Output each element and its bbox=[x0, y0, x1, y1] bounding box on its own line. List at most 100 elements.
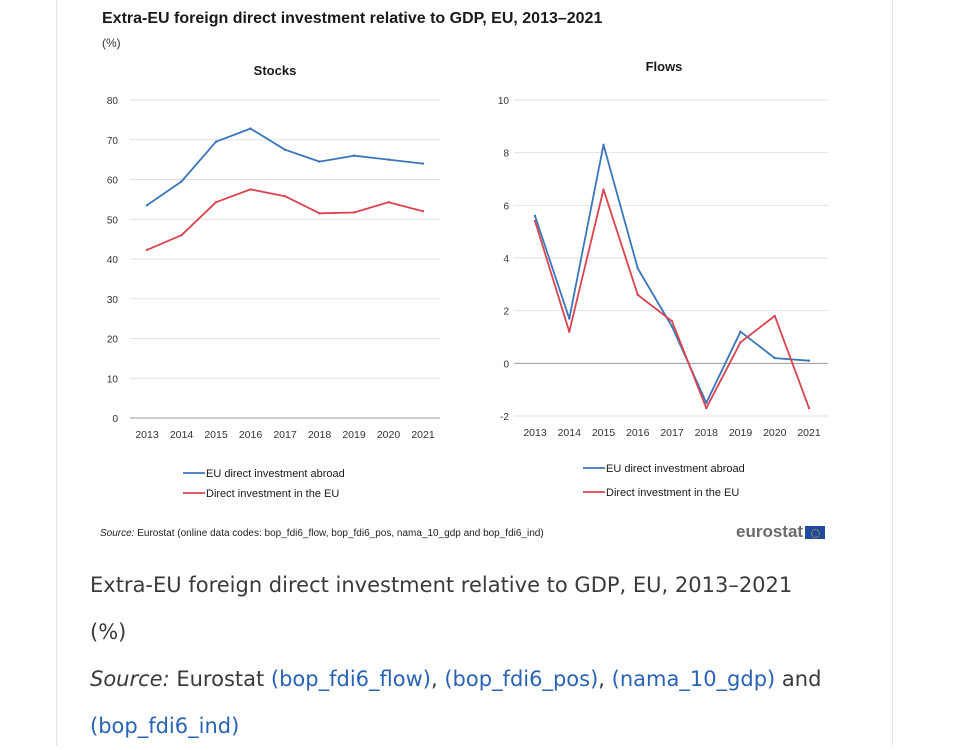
flows-x-tick-label: 2016 bbox=[626, 427, 650, 439]
link-nama-10-gdp[interactable]: (nama_10_gdp) bbox=[611, 667, 776, 691]
figure-source: Source: Eurostat (online data codes: bop… bbox=[100, 528, 544, 539]
stocks-y-tick-label: 70 bbox=[107, 136, 119, 147]
stocks-legend-label-1: EU direct investment abroad bbox=[206, 468, 345, 480]
stocks-data-point bbox=[421, 210, 425, 213]
flows-y-tick-label: 0 bbox=[503, 359, 509, 370]
stocks-y-tick-label: 60 bbox=[107, 176, 119, 187]
flows-x-tick-label: 2015 bbox=[592, 427, 616, 439]
stocks-x-tick-label: 2019 bbox=[342, 429, 366, 441]
page-border-left bbox=[56, 0, 57, 746]
stocks-data-point bbox=[421, 162, 425, 165]
stocks-data-point bbox=[180, 233, 183, 237]
stocks-data-point bbox=[352, 154, 356, 157]
stocks-y-tick-label: 30 bbox=[107, 295, 119, 306]
link-bop-fdi6-pos[interactable]: (bop_fdi6_pos) bbox=[444, 667, 599, 691]
flows-x-tick-label: 2013 bbox=[523, 427, 547, 439]
eurostat-logo-text: eurostat bbox=[736, 522, 804, 541]
flows-data-point bbox=[670, 325, 674, 328]
flows-y-tick-label: 2 bbox=[503, 307, 509, 318]
caption-and: and bbox=[775, 667, 822, 691]
stocks-x-tick-label: 2015 bbox=[204, 429, 228, 441]
flows-legend-label-1: EU direct investment abroad bbox=[606, 463, 745, 475]
stocks-y-tick-label: 10 bbox=[107, 374, 119, 385]
flows-x-tick-label: 2021 bbox=[797, 427, 821, 439]
flows-data-point bbox=[773, 356, 776, 360]
stocks-data-point bbox=[318, 212, 321, 215]
chart-figure: Extra-EU foreign direct investment relat… bbox=[90, 0, 850, 552]
flows-data-point bbox=[533, 214, 537, 218]
flows-data-point bbox=[705, 401, 708, 405]
stocks-x-tick-label: 2013 bbox=[135, 429, 159, 441]
stocks-data-point bbox=[283, 194, 287, 198]
stocks-x-tick-label: 2021 bbox=[411, 429, 435, 441]
flows-data-point bbox=[739, 341, 742, 344]
flows-x-tick-label: 2019 bbox=[729, 427, 753, 439]
flows-panel-title: Flows bbox=[646, 59, 683, 74]
stocks-data-point bbox=[387, 158, 390, 161]
stocks-legend-label-2: Direct investment in the EU bbox=[206, 488, 339, 500]
flows-x-tick-label: 2017 bbox=[660, 427, 684, 439]
flows-legend-label-2: Direct investment in the EU bbox=[606, 487, 739, 499]
flows-series-line-1 bbox=[534, 143, 810, 404]
stocks-x-tick-label: 2017 bbox=[273, 429, 297, 441]
stocks-y-tick-label: 40 bbox=[107, 255, 119, 266]
figure-unit: (%) bbox=[102, 36, 121, 50]
stocks-data-point bbox=[249, 127, 252, 130]
flows-y-tick-label: 6 bbox=[503, 201, 509, 212]
stocks-data-point bbox=[180, 180, 183, 183]
flows-y-tick-label: 10 bbox=[498, 96, 510, 107]
caption-title: Extra-EU foreign direct investment relat… bbox=[90, 573, 793, 597]
caption-source-pre: Eurostat bbox=[169, 667, 271, 691]
stocks-y-tick-label: 50 bbox=[107, 215, 119, 226]
link-bop-fdi6-flow[interactable]: (bop_fdi6_flow) bbox=[270, 667, 431, 691]
link-bop-fdi6-ind[interactable]: (bop_fdi6_ind) bbox=[90, 714, 240, 738]
stocks-data-point bbox=[249, 188, 252, 191]
caption-source: Source: Eurostat (bop_fdi6_flow), (bop_f… bbox=[90, 656, 850, 703]
caption-sep: , bbox=[598, 667, 612, 691]
figure-source-label: Source: bbox=[100, 528, 135, 539]
flows-x-tick-label: 2018 bbox=[695, 427, 719, 439]
flows-data-point bbox=[670, 320, 674, 323]
flows-data-point bbox=[636, 267, 639, 270]
eurostat-logo: eurostat bbox=[736, 522, 826, 542]
caption-unit: (%) bbox=[90, 620, 127, 644]
stocks-x-tick-label: 2020 bbox=[377, 429, 401, 441]
flows-data-point bbox=[602, 143, 605, 146]
figure-source-text: Eurostat (online data codes: bop_fdi6_fl… bbox=[134, 528, 544, 539]
caption-sep: , bbox=[430, 667, 445, 691]
stocks-data-point bbox=[145, 204, 149, 207]
stocks-panel-title: Stocks bbox=[254, 63, 297, 78]
eu-flag-icon bbox=[805, 525, 826, 539]
flows-data-point bbox=[602, 188, 605, 191]
stocks-data-point bbox=[214, 140, 218, 143]
stocks-x-tick-label: 2014 bbox=[170, 429, 194, 441]
flows-data-point bbox=[568, 317, 571, 320]
flows-x-tick-label: 2020 bbox=[763, 427, 787, 439]
flows-data-point bbox=[773, 314, 776, 318]
flows-y-tick-label: 8 bbox=[503, 149, 509, 160]
flows-data-point bbox=[739, 330, 742, 333]
stocks-y-tick-label: 0 bbox=[112, 414, 118, 425]
flows-series-line-2 bbox=[534, 188, 810, 410]
flows-x-tick-label: 2014 bbox=[558, 427, 582, 439]
stocks-data-point bbox=[318, 160, 321, 163]
stocks-data-point bbox=[214, 200, 218, 204]
flows-y-tick-label: 4 bbox=[503, 254, 509, 265]
caption: Extra-EU foreign direct investment relat… bbox=[90, 562, 850, 750]
figure-title: Extra-EU foreign direct investment relat… bbox=[102, 10, 603, 27]
stocks-data-point bbox=[387, 200, 390, 204]
flows-data-point bbox=[807, 406, 811, 410]
caption-source-label: Source: bbox=[90, 667, 170, 691]
flows-data-point bbox=[705, 406, 708, 410]
stocks-y-tick-label: 20 bbox=[107, 335, 119, 346]
flows-y-tick-label: -2 bbox=[500, 412, 509, 423]
flows-data-point bbox=[533, 219, 537, 223]
stocks-data-point bbox=[352, 211, 356, 214]
caption-source-cont: (bop_fdi6_ind) bbox=[90, 703, 850, 750]
stocks-data-point bbox=[283, 148, 287, 151]
flows-data-point bbox=[807, 359, 811, 362]
page-border-right bbox=[892, 0, 893, 746]
flows-data-point bbox=[636, 293, 639, 297]
flows-data-point bbox=[568, 330, 571, 333]
